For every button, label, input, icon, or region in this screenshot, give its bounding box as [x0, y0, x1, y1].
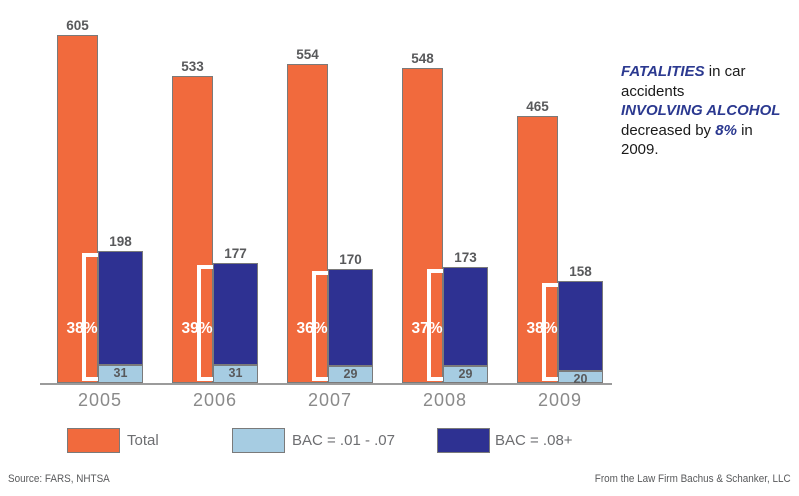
alcohol-share-bracket-top-tick [82, 253, 98, 258]
legend-label-total: Total [127, 432, 159, 449]
alcohol-share-percent-label: 39% [181, 320, 213, 337]
bac-high-value-label: 158 [569, 263, 592, 279]
footer-attribution: From the Law Firm Bachus & Schanker, LLC [595, 473, 791, 485]
alcohol-share-bracket-line [197, 265, 201, 381]
bar-bac-low-2009 [558, 371, 603, 383]
alcohol-share-percent-label: 38% [526, 320, 558, 337]
year-label-2008: 2008 [422, 390, 468, 410]
legend-label-bac-low: BAC = .01 - .07 [292, 432, 395, 449]
annotation-run: accidents [621, 82, 685, 100]
chart-area: 605 198 31 38% 2005 533 177 31 39% 2006 554 170 29 36… [57, 18, 603, 410]
alcohol-share-bracket-line [542, 282, 546, 381]
bar-bac-low-2006 [213, 365, 258, 383]
annotation-block: FATALITIES in car accidents INVOLVING ALCO… [621, 62, 799, 160]
total-value-label: 465 [526, 98, 549, 114]
alcohol-share-bracket-top-tick [427, 268, 443, 273]
bar-bac-high-2009 [558, 280, 603, 372]
annotation-line: accidents [621, 82, 799, 102]
year-label-2007: 2007 [307, 390, 353, 410]
annotation-run: 8% [715, 121, 737, 139]
legend-label-bac-high: BAC = .08+ [495, 432, 573, 449]
bac-low-value-label: 31 [228, 366, 243, 381]
legend-swatch-total [67, 428, 120, 453]
alcohol-share-bracket-line [427, 268, 431, 381]
annotation-line: 2009. [621, 140, 799, 160]
annotation-run: INVOLVING ALCOHOL [621, 102, 781, 119]
bac-low-value-label: 31 [113, 366, 128, 381]
bar-total-2007 [287, 64, 328, 383]
alcohol-share-bracket-top-tick [542, 282, 558, 287]
alcohol-share-bracket-top-tick [312, 270, 328, 275]
annotation-run: 2009. [621, 141, 659, 158]
bar-bac-high-2008 [443, 266, 488, 367]
bar-bac-low-2008 [443, 366, 488, 383]
total-value-label: 533 [181, 59, 204, 75]
alcohol-share-bracket-bottom-tick [427, 377, 443, 381]
alcohol-share-percent-label: 36% [296, 320, 328, 337]
alcohol-share-percent-label: 37% [411, 320, 443, 337]
alcohol-share-bracket-bottom-tick [197, 377, 213, 381]
bar-total-2009 [517, 115, 558, 383]
bar-bac-high-2005 [98, 251, 143, 366]
annotation-run: decreased by [621, 121, 716, 139]
legend-swatch-bac-high [437, 428, 490, 453]
annotation-run: FATALITIES [621, 63, 705, 80]
year-label-2009: 2009 [537, 390, 583, 410]
bac-low-value-label: 29 [343, 367, 358, 382]
annotation-line: INVOLVING ALCOHOL [621, 101, 799, 121]
bar-total-2005 [57, 35, 98, 383]
bar-total-2006 [172, 76, 213, 383]
alcohol-share-bracket-bottom-tick [312, 377, 328, 381]
annotation-line: FATALITIES in car [621, 62, 799, 82]
legend-swatch-bac-low [232, 428, 285, 453]
year-label-2005: 2005 [77, 390, 123, 410]
bac-low-value-label: 29 [458, 367, 473, 382]
bar-bac-high-2006 [213, 263, 258, 366]
alcohol-share-bracket-line [312, 270, 316, 381]
alcohol-share-bracket-bottom-tick [82, 377, 98, 381]
x-axis-line [40, 383, 612, 385]
bac-low-value-label: 20 [573, 372, 588, 387]
total-value-label: 554 [296, 47, 319, 63]
bac-high-value-label: 170 [339, 251, 362, 267]
bac-high-value-label: 173 [454, 249, 477, 265]
annotation-run: in car [704, 63, 746, 80]
bar-bac-high-2007 [328, 268, 373, 367]
annotation-run: in [736, 121, 753, 139]
bar-bac-low-2005 [98, 365, 143, 383]
bar-total-2008 [402, 67, 443, 383]
alcohol-share-bracket-bottom-tick [542, 377, 558, 381]
bac-high-value-label: 177 [224, 246, 247, 262]
annotation-line: decreased by 8% in [621, 121, 799, 141]
total-value-label: 548 [411, 50, 434, 66]
alcohol-share-bracket-top-tick [197, 265, 213, 270]
footer-source: Source: FARS, NHTSA [8, 473, 110, 485]
bar-bac-low-2007 [328, 366, 373, 383]
total-value-label: 605 [66, 18, 89, 33]
bac-high-value-label: 198 [109, 234, 132, 250]
alcohol-share-bracket-line [82, 253, 86, 381]
year-label-2006: 2006 [192, 390, 238, 410]
alcohol-share-percent-label: 38% [66, 320, 98, 337]
